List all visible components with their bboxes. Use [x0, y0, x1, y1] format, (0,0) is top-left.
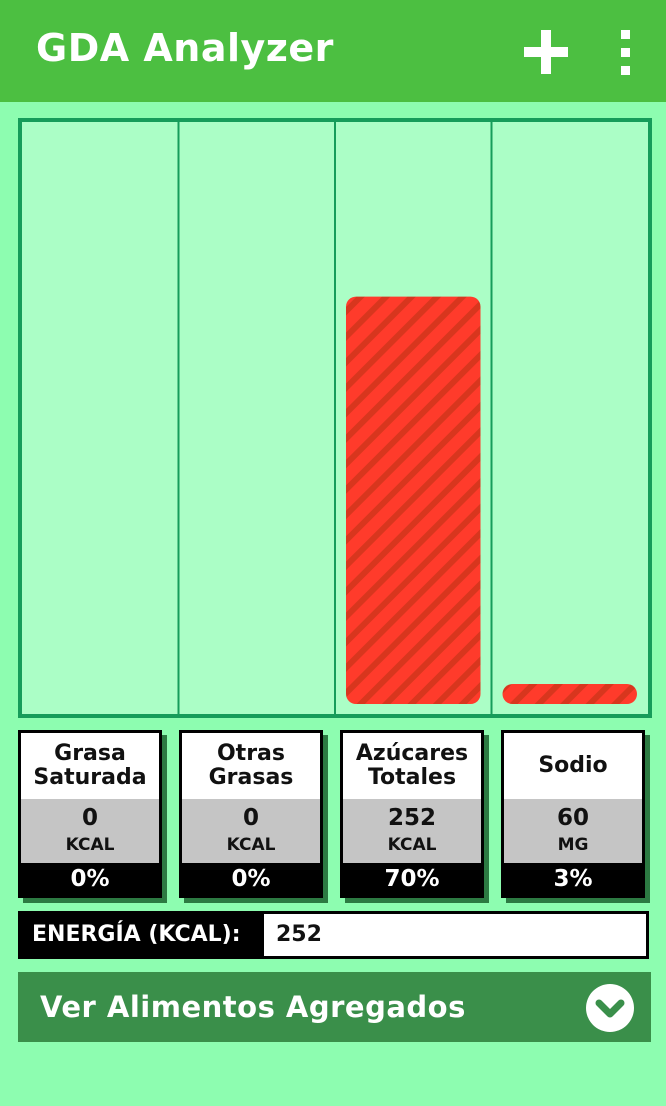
nutrient-unit: MG	[557, 835, 589, 855]
nutrient-name: Otras Grasas	[182, 733, 320, 799]
gda-chart	[18, 118, 652, 718]
nutrient-name-line1: Azúcares	[355, 740, 469, 766]
nutrient-unit: KCAL	[387, 835, 437, 855]
nutrient-name-line1: Otras	[216, 740, 285, 766]
nutrient-name-line1: Grasa	[54, 740, 126, 766]
nutrient-value: 60	[556, 805, 589, 831]
nutrient-name-line2: Grasas	[208, 765, 294, 790]
energy-value-field: 252	[264, 914, 646, 956]
nutrient-name-line2: Saturada	[33, 765, 147, 790]
nutrient-percent: 70%	[343, 863, 481, 895]
energy-row: ENERGÍA (KCAL): 252	[18, 911, 649, 959]
plus-icon	[524, 30, 568, 74]
nutrient-amount: 60 MG	[504, 799, 642, 863]
view-added-foods-expander[interactable]: Ver Alimentos Agregados	[18, 972, 651, 1042]
nutrient-percent: 0%	[182, 863, 320, 895]
add-button[interactable]	[516, 22, 576, 82]
nutrient-percent: 3%	[504, 863, 642, 895]
nutrient-name-line1: Sodio	[538, 752, 608, 778]
nutrient-name: Sodio	[504, 733, 642, 799]
chevron-down-circle-icon	[586, 984, 634, 1032]
nutrient-amount: 252 KCAL	[343, 799, 481, 863]
nutrient-percent: 0%	[21, 863, 159, 895]
more-options-button[interactable]	[606, 22, 646, 82]
nutrient-value: 0	[81, 805, 98, 831]
expander-label: Ver Alimentos Agregados	[40, 990, 466, 1024]
more-vert-icon	[621, 30, 630, 75]
nutrient-name: Azúcares Totales	[343, 733, 481, 799]
app-title: GDA Analyzer	[36, 26, 334, 70]
nutrient-card: Azúcares Totales 252 KCAL 70%	[340, 730, 484, 898]
nutrient-value: 0	[242, 805, 259, 831]
nutrient-unit: KCAL	[226, 835, 276, 855]
nutrient-value: 252	[387, 805, 436, 831]
nutrient-amount: 0 KCAL	[182, 799, 320, 863]
chart-bar	[502, 684, 637, 704]
gda-chart-svg	[177, 122, 637, 714]
nutrient-name-line2: Totales	[367, 765, 457, 790]
nutrient-card: Grasa Saturada 0 KCAL 0%	[18, 730, 162, 898]
chart-bar	[346, 296, 481, 704]
nutrient-name: Grasa Saturada	[21, 733, 159, 799]
nutrient-card: Otras Grasas 0 KCAL 0%	[179, 730, 323, 898]
nutrient-amount: 0 KCAL	[21, 799, 159, 863]
nutrient-card: Sodio 60 MG 3%	[501, 730, 645, 898]
app-bar: GDA Analyzer	[0, 0, 666, 102]
energy-label: ENERGÍA (KCAL):	[32, 922, 241, 947]
nutrient-unit: KCAL	[65, 835, 115, 855]
